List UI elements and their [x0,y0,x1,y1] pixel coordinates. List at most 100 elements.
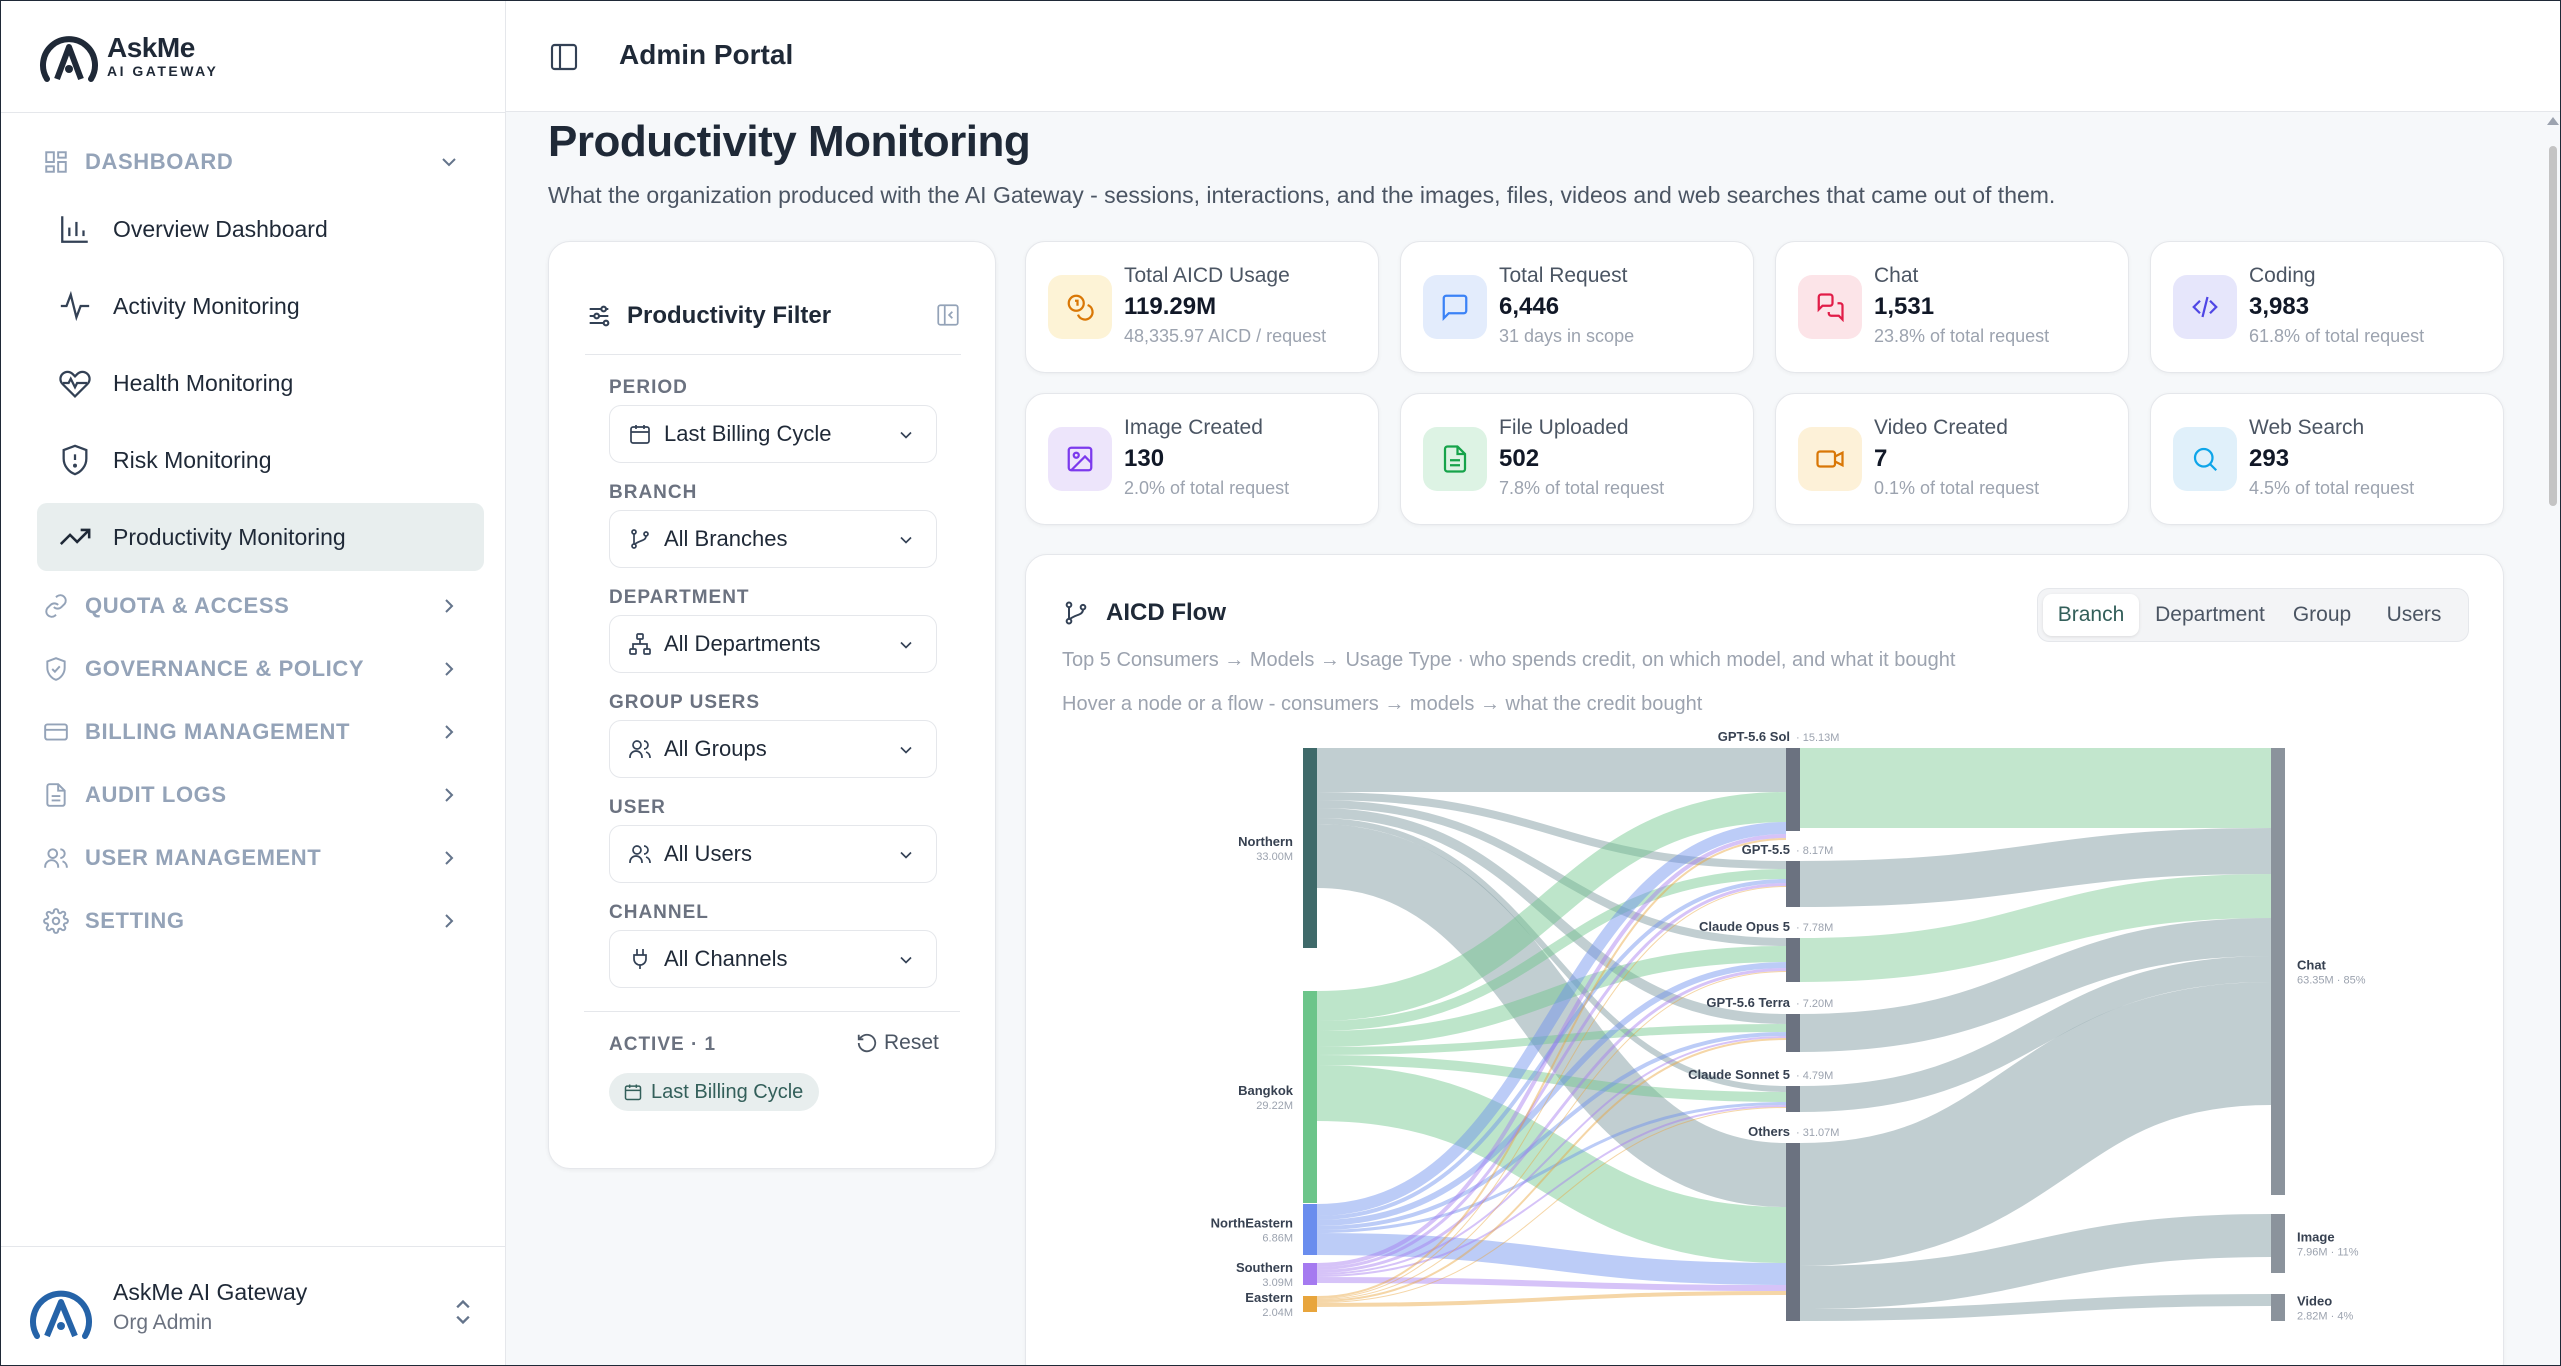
flow-hint: Hover a node or a flow - consumers → mod… [1062,693,1703,715]
sankey-source-label: Bangkok [1238,1083,1294,1098]
user-select[interactable]: All Users [609,825,937,883]
sankey-model-label: Claude Opus 5 [1699,919,1790,934]
trending-up-icon [55,517,95,557]
brand-tagline: AI GATEWAY [107,63,219,79]
sankey-link [1316,1107,1787,1303]
tab-users[interactable]: Users [2386,603,2442,626]
stat-total-aicd-usage[interactable]: Total AICD Usage 119.29M 48,335.97 AICD … [1025,241,1379,373]
stat-image-created[interactable]: Image Created 130 2.0% of total request [1025,393,1379,525]
sidebar-item-productivity-monitoring[interactable]: Productivity Monitoring [37,503,484,571]
sankey-link [1316,792,1787,869]
stat-web-search[interactable]: Web Search 293 4.5% of total request [2150,393,2504,525]
chevron-right-icon [445,851,454,865]
chevron-down-icon [900,431,912,439]
nav-group-setting[interactable]: SETTING [41,901,461,941]
sankey-source-value: 6.86M [1262,1233,1293,1245]
sankey-source-node [1303,1204,1317,1255]
sankey-model-node [1786,861,1800,907]
sankey-link [1316,1102,1787,1233]
stat-value: 1,531 [1874,293,1935,320]
stat-value: 6,446 [1499,293,1560,320]
reset-button[interactable]: Reset [856,1031,939,1055]
flow-description: Top 5 Consumers → Models → Usage Type · … [1062,649,1956,671]
sidebar-item-health-monitoring[interactable]: Health Monitoring [37,349,484,417]
sankey-link [1316,962,1787,1226]
sankey-model-node [1786,1086,1800,1112]
sankey-link [1316,818,1787,1092]
nav-group-label: AUDIT LOGS [85,782,227,807]
sankey-link [1316,834,1787,1267]
search-icon [2173,427,2237,491]
stat-sub: 48,335.97 AICD / request [1124,326,1327,346]
stat-label: Video Created [1874,416,2008,439]
channel-select[interactable]: All Channels [609,930,937,988]
stat-sub: 4.5% of total request [2249,478,2415,498]
sankey-source-value: 2.04M [1262,1307,1293,1319]
sankey-model-node [1786,1014,1800,1052]
group-users-select[interactable]: All Groups [609,720,937,778]
branch-select[interactable]: All Branches [609,510,937,568]
sankey-link [1799,1214,2272,1309]
sidebar-toggle-icon[interactable] [548,41,580,73]
sankey-target-value: 63.35M · 85% [2297,975,2366,987]
nav-group-audit-logs[interactable]: AUDIT LOGS [41,775,461,815]
sankey-source-value: 3.09M [1262,1277,1293,1289]
department-select[interactable]: All Departments [609,615,937,673]
nav-group-governance-policy[interactable]: GOVERNANCE & POLICY [41,649,461,689]
user-name: AskMe AI Gateway [113,1279,308,1305]
nav-group-billing-management[interactable]: BILLING MANAGEMENT [41,712,461,752]
brand-logo[interactable]: AskMe AI GATEWAY [39,27,218,85]
branch-label: BRANCH [609,482,698,503]
sankey-model-node [1786,748,1800,831]
stat-file-uploaded[interactable]: File Uploaded 502 7.8% of total request [1400,393,1754,525]
stat-chat[interactable]: Chat 1,531 23.8% of total request [1775,241,2129,373]
sidebar-item-overview-dashboard[interactable]: Overview Dashboard [37,195,484,263]
active-filter-chip[interactable]: Last Billing Cycle [609,1073,820,1111]
sankey-source-node [1303,1296,1317,1312]
nav-group-quota-access[interactable]: QUOTA & ACCESS [41,586,461,626]
sankey-link [1316,1277,1787,1291]
nav-group-label: DASHBOARD [85,149,234,174]
sankey-source-value: 29.22M [1256,1100,1293,1112]
stat-video-created[interactable]: Video Created 7 0.1% of total request [1775,393,2129,525]
sankey-model-label: Others [1748,1124,1790,1139]
sankey-source-node [1303,748,1317,948]
stat-label: Web Search [2249,416,2365,439]
tab-department[interactable]: Department [2155,603,2265,626]
panel-collapse-icon[interactable] [935,302,961,328]
user-menu[interactable]: AskMe AI Gateway Org Admin [1,1246,506,1365]
sankey-link [1799,982,2272,1266]
tab-branch[interactable]: Branch [2043,594,2139,636]
nav-group-label: QUOTA & ACCESS [85,593,290,618]
chevron-right-icon [445,599,454,613]
branch-value: All Branches [664,526,788,551]
sidebar-item-activity-monitoring[interactable]: Activity Monitoring [37,272,484,340]
sankey-target-label: Image [2297,1230,2335,1245]
nav-group-user-management[interactable]: USER MANAGEMENT [41,838,461,878]
stat-coding[interactable]: Coding 3,983 61.8% of total request [2150,241,2504,373]
scrollbar-thumb[interactable] [2549,146,2557,506]
chevrons-up-down-icon[interactable] [449,1295,477,1329]
tab-group[interactable]: Group [2292,603,2352,626]
git-branch-icon [628,527,652,551]
sidebar-item-risk-monitoring[interactable]: Risk Monitoring [37,426,484,494]
sankey-link [1316,869,1787,1031]
dashboard-icon [41,147,71,177]
period-label: PERIOD [609,377,688,398]
nav-group-dashboard[interactable]: DASHBOARD [41,142,461,182]
sankey-link [1316,971,1787,1300]
stat-total-request[interactable]: Total Request 6,446 31 days in scope [1400,241,1754,373]
users-icon [628,842,652,866]
heart-pulse-icon [55,363,95,403]
sankey-source-value: 33.00M [1256,851,1293,863]
top-header: Admin Portal [506,1,2560,112]
sankey-link [1316,800,1787,946]
department-value: All Departments [664,631,821,656]
sidebar-item-label: Overview Dashboard [113,215,328,242]
sankey-model-label: Claude Sonnet 5 [1688,1067,1790,1082]
sankey-model-node [1786,938,1800,982]
period-select[interactable]: Last Billing Cycle [609,405,937,463]
sankey-model-node [1786,1143,1800,1321]
scroll-up-arrow-icon[interactable] [2547,117,2559,125]
stat-label: Total AICD Usage [1124,264,1290,287]
